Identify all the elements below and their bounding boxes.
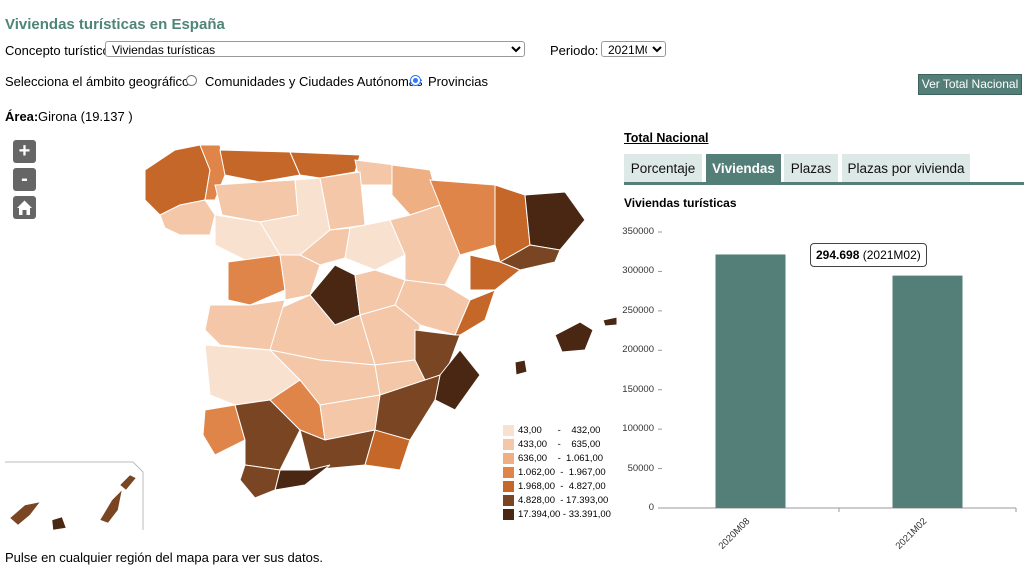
radio-comunidades[interactable] <box>186 75 197 86</box>
tooltip-value: 294.698 <box>816 248 860 262</box>
legend-range: 17.394,00 - 33.391,00 <box>518 509 611 520</box>
region-girona[interactable] <box>524 191 586 251</box>
region-lanzarote[interactable] <box>119 474 137 491</box>
legend-item: 636,00 - 1.061,00 <box>503 453 603 497</box>
region-tarragona[interactable] <box>469 254 521 291</box>
radio-comunidades-label[interactable]: Comunidades y Ciudades Autónomas <box>205 74 423 89</box>
legend-item: 1.968,00 - 4.827,00 <box>503 481 606 525</box>
legend-swatch <box>503 439 514 450</box>
y-tick-label: 0 <box>648 502 654 513</box>
legend-swatch <box>503 453 514 464</box>
period-label: Periodo: <box>550 43 599 58</box>
radio-provincias[interactable] <box>410 75 421 86</box>
region-mallorca[interactable] <box>554 321 594 353</box>
period-select[interactable]: 2021M02 <box>601 41 666 57</box>
region-barcelona[interactable] <box>498 244 561 271</box>
legend-item: 4.828,00 - 17.393,00 <box>503 495 608 539</box>
y-tick-label: 150000 <box>622 383 654 395</box>
tab-plazas-por-vivienda[interactable]: Plazas por vivienda <box>842 154 970 183</box>
legend-swatch <box>503 425 514 436</box>
zoom-out-button[interactable]: - <box>13 168 36 191</box>
region-galicia-south[interactable] <box>159 199 216 236</box>
region-huelva[interactable] <box>202 404 246 456</box>
legend-range: 4.828,00 - 17.393,00 <box>518 495 609 506</box>
legend-item: 433,00 - 635,00 <box>503 439 600 483</box>
region-asturias[interactable] <box>219 149 301 183</box>
home-button[interactable] <box>13 196 36 219</box>
region-cadiz[interactable] <box>239 464 281 499</box>
y-tick-label: 100000 <box>622 423 654 435</box>
tab-underline <box>624 182 1024 185</box>
region-ibiza[interactable] <box>514 359 528 376</box>
home-icon <box>17 200 32 215</box>
map-hint: Pulse en cualquier región del mapa para … <box>5 550 323 565</box>
concept-label: Concepto turístico <box>5 43 110 58</box>
y-tick-label: 200000 <box>622 344 654 356</box>
scope-label: Selecciona el ámbito geográfico: <box>5 74 193 89</box>
legend-item: 17.394,00 - 33.391,00 <box>503 509 611 553</box>
ver-total-nacional-button[interactable]: Ver Total Nacional <box>918 74 1022 95</box>
spain-map[interactable] <box>0 130 620 540</box>
region-fuerteventura[interactable] <box>99 489 123 524</box>
y-tick-label: 350000 <box>622 226 654 237</box>
tab-viviendas[interactable]: Viviendas <box>706 154 781 183</box>
y-tick-label: 250000 <box>622 304 654 316</box>
region-zaragoza[interactable] <box>389 204 461 286</box>
tab-plazas[interactable]: Plazas <box>784 154 838 183</box>
total-nacional-heading[interactable]: Total Nacional <box>624 131 709 145</box>
legend-range: 1.062,00 - 1.967,00 <box>518 467 606 478</box>
legend-range: 636,00 - 1.061,00 <box>518 453 604 464</box>
region-tenerife[interactable] <box>9 501 41 526</box>
concept-select[interactable]: Viviendas turísticas <box>105 41 525 57</box>
bar-2020M08[interactable] <box>715 254 786 508</box>
page-title: Viviendas turísticas en España <box>5 16 225 33</box>
legend-range: 43,00 - 432,00 <box>518 425 601 436</box>
legend-range: 433,00 - 635,00 <box>518 439 601 450</box>
region-salamanca[interactable] <box>227 254 286 306</box>
bar-2021M02[interactable] <box>892 275 963 508</box>
legend-swatch <box>503 481 514 492</box>
region-menorca[interactable] <box>602 316 618 327</box>
region-huesca[interactable] <box>429 179 496 256</box>
zoom-in-button[interactable]: + <box>13 140 36 163</box>
legend-range: 1.968,00 - 4.827,00 <box>518 481 606 492</box>
y-tick-label: 300000 <box>622 265 654 277</box>
legend-swatch <box>503 495 514 506</box>
region-castellon[interactable] <box>454 289 496 336</box>
legend-item: 43,00 - 432,00 <box>503 425 600 469</box>
tab-porcentaje[interactable]: Porcentaje <box>624 154 702 183</box>
area-label: Área: <box>5 109 39 124</box>
chart-title: Viviendas turísticas <box>624 196 737 210</box>
canarias-inset-frame <box>5 461 144 530</box>
bar-tooltip: 294.698 (2021M02) <box>810 243 927 267</box>
y-tick-label: 50000 <box>627 462 654 474</box>
legend-swatch <box>503 509 514 520</box>
region-gran-canaria[interactable] <box>51 516 67 531</box>
region-almeria[interactable] <box>364 429 411 471</box>
legend-item: 1.062,00 - 1.967,00 <box>503 467 606 511</box>
region-guadalajara[interactable] <box>354 269 406 316</box>
area-value: Girona (19.137 ) <box>38 109 133 124</box>
legend-swatch <box>503 467 514 478</box>
tooltip-period: (2021M02) <box>862 248 921 262</box>
radio-provincias-label[interactable]: Provincias <box>428 74 488 89</box>
